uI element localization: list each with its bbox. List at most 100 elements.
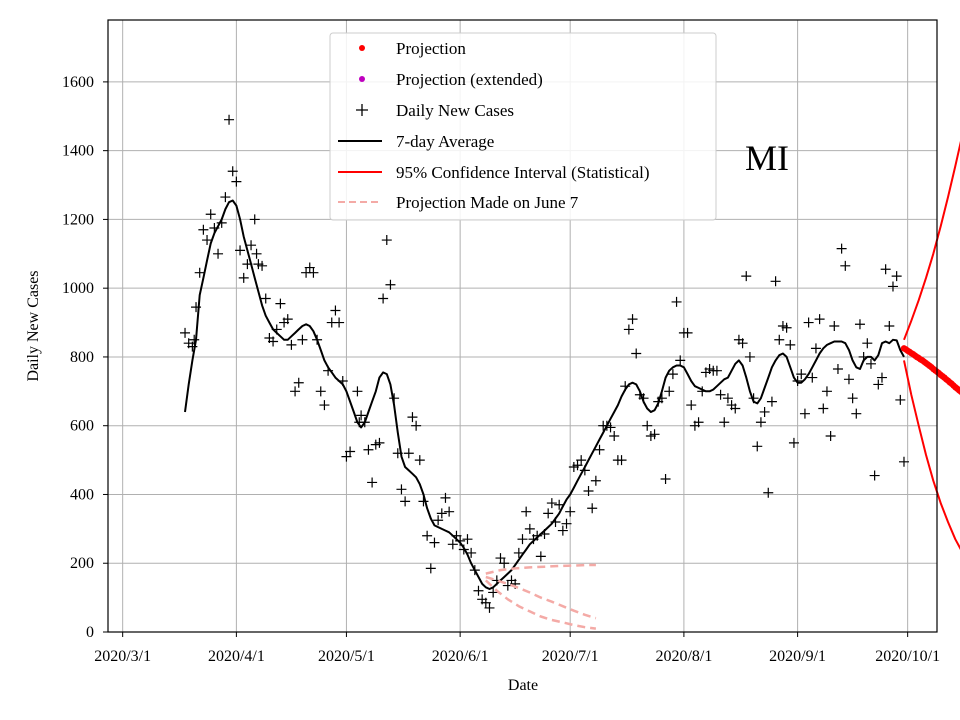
daily-case-point — [385, 279, 396, 290]
x-tick-label: 2020/5/1 — [318, 648, 375, 665]
daily-case-point — [367, 477, 378, 488]
legend-projection-label: Projection — [396, 39, 466, 58]
daily-case-point — [836, 243, 847, 254]
daily-case-point — [829, 321, 840, 331]
daily-case-point — [686, 400, 697, 411]
daily-case-point — [799, 408, 810, 419]
daily-case-point — [246, 240, 257, 251]
daily-case-point — [352, 386, 363, 397]
daily-case-point — [411, 420, 422, 431]
daily-case-point — [180, 327, 191, 338]
daily-case-point — [308, 267, 319, 278]
daily-case-point — [847, 393, 858, 404]
daily-case-point — [345, 446, 356, 457]
daily-case-point — [667, 369, 678, 380]
x-tick-label: 2020/9/1 — [769, 648, 826, 665]
daily-case-point — [869, 470, 880, 481]
daily-case-point — [484, 602, 495, 613]
confidence-interval-line — [903, 360, 960, 551]
y-tick-label: 0 — [86, 624, 94, 641]
daily-case-point — [425, 563, 436, 574]
daily-case-point — [374, 437, 385, 448]
projection-point — [957, 388, 960, 395]
daily-case-point — [403, 448, 414, 459]
daily-case-point — [818, 403, 829, 414]
daily-case-point — [594, 444, 605, 455]
daily-case-point — [238, 272, 249, 283]
daily-case-point — [235, 245, 246, 256]
daily-case-point — [315, 386, 326, 397]
daily-case-point — [884, 321, 895, 331]
daily-case-point — [865, 358, 876, 369]
y-axis-title: Daily New Cases — [25, 270, 42, 381]
daily-case-point — [759, 406, 770, 417]
daily-case-point — [378, 293, 389, 304]
daily-case-point — [737, 338, 748, 349]
daily-case-point — [642, 420, 653, 431]
daily-case-point — [433, 515, 444, 526]
daily-case-point — [381, 235, 392, 246]
daily-case-point — [293, 377, 304, 388]
daily-case-point — [810, 343, 821, 354]
daily-case-point — [590, 475, 601, 486]
daily-case-point — [876, 372, 887, 383]
daily-case-point — [260, 293, 271, 304]
daily-case-point — [363, 444, 374, 455]
daily-case-point — [851, 408, 862, 419]
june7-projection-line — [485, 563, 596, 575]
daily-case-point — [429, 537, 440, 548]
daily-case-point — [275, 298, 286, 309]
daily-case-point — [524, 523, 535, 534]
y-tick-label: 1200 — [62, 211, 94, 228]
x-tick-label: 2020/7/1 — [542, 648, 599, 665]
daily-case-point — [220, 192, 231, 203]
daily-case-point — [282, 314, 293, 325]
daily-case-point — [565, 506, 576, 517]
daily-case-point — [535, 551, 546, 562]
daily-case-point — [623, 324, 634, 335]
daily-case-point — [609, 431, 620, 442]
y-tick-label: 1600 — [62, 74, 94, 91]
june7-projection-line — [485, 575, 597, 620]
daily-case-point — [213, 248, 224, 259]
daily-case-point — [202, 235, 213, 246]
daily-case-point — [766, 396, 777, 407]
daily-case-point — [436, 508, 447, 519]
daily-case-point — [887, 281, 898, 292]
daily-case-point — [807, 372, 818, 383]
daily-case-point — [407, 412, 418, 423]
daily-case-point — [495, 553, 506, 564]
y-tick-label: 400 — [70, 486, 94, 503]
legend-confidence-interval-label: 95% Confidence Interval (Statistical) — [396, 163, 650, 182]
daily-case-point — [752, 441, 763, 452]
plot-frame — [107, 19, 938, 633]
daily-case-point — [675, 355, 686, 366]
daily-case-point — [532, 530, 543, 541]
y-tick-label: 200 — [70, 555, 94, 572]
daily-case-point — [605, 422, 616, 433]
daily-case-point — [576, 455, 587, 466]
daily-case-point — [814, 314, 825, 325]
daily-case-point — [788, 437, 799, 448]
daily-case-point — [554, 499, 565, 510]
daily-case-point — [880, 264, 891, 275]
daily-case-point — [671, 296, 682, 307]
daily-case-point — [840, 260, 851, 271]
daily-case-point — [873, 379, 884, 390]
daily-case-point — [711, 365, 722, 376]
daily-case-point — [466, 547, 477, 558]
legend-projection-marker — [359, 45, 365, 51]
daily-case-point — [304, 262, 315, 273]
daily-case-point — [319, 400, 330, 411]
daily-case-point — [444, 506, 455, 517]
daily-case-point — [719, 417, 730, 428]
daily-case-point — [396, 484, 407, 495]
daily-case-point — [825, 431, 836, 442]
legend-box — [329, 32, 717, 221]
daily-case-point — [792, 376, 803, 387]
daily-case-point — [631, 348, 642, 359]
daily-case-point — [251, 248, 262, 259]
daily-case-point — [341, 451, 352, 462]
daily-case-point — [660, 474, 671, 484]
x-tick-label: 2020/3/1 — [94, 648, 151, 665]
